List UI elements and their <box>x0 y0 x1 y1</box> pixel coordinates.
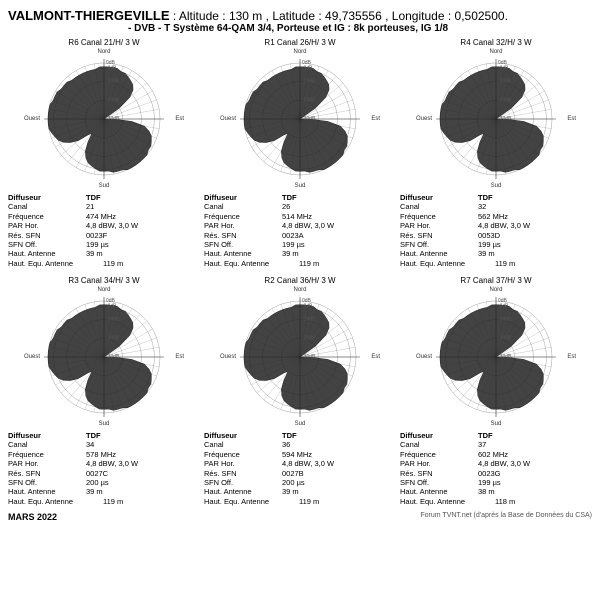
compass-w: Ouest <box>24 116 40 122</box>
svg-text:-10dB: -10dB <box>106 79 120 85</box>
compass-e: Est <box>567 354 576 360</box>
antenna-panel: R2 Canal 36/H/ 3 W Nord Sud Est Ouest -3… <box>204 276 396 506</box>
info-table: DiffuseurTDF Canal32 Fréquence562 MHz PA… <box>400 193 592 268</box>
compass-n: Nord <box>293 49 306 55</box>
panel-title: R3 Canal 34/H/ 3 W <box>68 276 139 285</box>
compass-e: Est <box>371 116 380 122</box>
svg-text:-3dB: -3dB <box>498 66 509 72</box>
antenna-panel: R1 Canal 26/H/ 3 W Nord Sud Est Ouest -3… <box>204 38 396 268</box>
title-line: VALMONT-THIERGEVILLE : Altitude : 130 m … <box>8 8 592 23</box>
panel-title: R2 Canal 36/H/ 3 W <box>264 276 335 285</box>
svg-text:-20dB: -20dB <box>106 335 120 341</box>
svg-text:0dB: 0dB <box>498 60 508 66</box>
svg-text:-3dB: -3dB <box>498 304 509 310</box>
svg-text:-20dB: -20dB <box>302 97 316 103</box>
compass-w: Ouest <box>416 354 432 360</box>
svg-text:0dB: 0dB <box>498 298 508 304</box>
polar-chart: Nord Sud Est Ouest -30dB -20dB -10dB -3dB0d… <box>220 49 380 189</box>
svg-text:-20dB: -20dB <box>106 97 120 103</box>
svg-text:-3dB: -3dB <box>106 304 117 310</box>
compass-n: Nord <box>489 49 502 55</box>
page-header: VALMONT-THIERGEVILLE : Altitude : 130 m … <box>8 8 592 34</box>
site-name: VALMONT-THIERGEVILLE <box>8 8 170 23</box>
compass-e: Est <box>371 354 380 360</box>
info-table: DiffuseurTDF Canal34 Fréquence578 MHz PA… <box>8 431 200 506</box>
compass-w: Ouest <box>220 354 236 360</box>
panel-title: R4 Canal 32/H/ 3 W <box>460 38 531 47</box>
footer: MARS 2022 Forum TVNT.net (d'après la Bas… <box>8 512 592 522</box>
info-table: DiffuseurTDF Canal36 Fréquence594 MHz PA… <box>204 431 396 506</box>
compass-w: Ouest <box>416 116 432 122</box>
compass-n: Nord <box>489 287 502 293</box>
polar-chart: Nord Sud Est Ouest -30dB -20dB -10dB -3dB0d… <box>24 49 184 189</box>
polar-chart: Nord Sud Est Ouest -30dB -20dB -10dB -3dB0d… <box>416 287 576 427</box>
compass-n: Nord <box>97 49 110 55</box>
polar-chart: Nord Sud Est Ouest -30dB -20dB -10dB -3dB0d… <box>220 287 380 427</box>
svg-text:-30dB: -30dB <box>498 116 512 122</box>
svg-text:-30dB: -30dB <box>302 116 316 122</box>
compass-n: Nord <box>293 287 306 293</box>
svg-text:0dB: 0dB <box>106 60 116 66</box>
svg-text:0dB: 0dB <box>302 298 312 304</box>
info-table: DiffuseurTDF Canal37 Fréquence602 MHz PA… <box>400 431 592 506</box>
compass-w: Ouest <box>24 354 40 360</box>
compass-s: Sud <box>295 421 306 427</box>
panel-title: R6 Canal 21/H/ 3 W <box>68 38 139 47</box>
system-line: - DVB - T Système 64-QAM 3/4, Porteuse e… <box>128 23 592 34</box>
panel-title: R1 Canal 26/H/ 3 W <box>264 38 335 47</box>
svg-text:-20dB: -20dB <box>302 335 316 341</box>
compass-s: Sud <box>99 421 110 427</box>
svg-text:-20dB: -20dB <box>498 335 512 341</box>
compass-e: Est <box>175 116 184 122</box>
panel-grid: R6 Canal 21/H/ 3 W Nord Sud Est Ouest -3… <box>8 38 592 506</box>
svg-text:-30dB: -30dB <box>302 354 316 360</box>
compass-s: Sud <box>491 183 502 189</box>
polar-chart: Nord Sud Est Ouest -30dB -20dB -10dB -3dB0d… <box>24 287 184 427</box>
svg-text:-10dB: -10dB <box>498 79 512 85</box>
compass-e: Est <box>175 354 184 360</box>
svg-text:-10dB: -10dB <box>302 79 316 85</box>
info-table: DiffuseurTDF Canal26 Fréquence514 MHz PA… <box>204 193 396 268</box>
panel-title: R7 Canal 37/H/ 3 W <box>460 276 531 285</box>
antenna-panel: R3 Canal 34/H/ 3 W Nord Sud Est Ouest -3… <box>8 276 200 506</box>
compass-w: Ouest <box>220 116 236 122</box>
compass-n: Nord <box>97 287 110 293</box>
compass-s: Sud <box>491 421 502 427</box>
svg-text:-30dB: -30dB <box>106 354 120 360</box>
svg-text:0dB: 0dB <box>106 298 116 304</box>
footer-credit: Forum TVNT.net (d'après la Base de Donné… <box>420 512 592 522</box>
compass-s: Sud <box>295 183 306 189</box>
svg-text:0dB: 0dB <box>302 60 312 66</box>
compass-s: Sud <box>99 183 110 189</box>
svg-text:-10dB: -10dB <box>302 317 316 323</box>
svg-text:-3dB: -3dB <box>302 66 313 72</box>
svg-text:-3dB: -3dB <box>302 304 313 310</box>
svg-text:-30dB: -30dB <box>106 116 120 122</box>
svg-text:-30dB: -30dB <box>498 354 512 360</box>
svg-text:-3dB: -3dB <box>106 66 117 72</box>
polar-chart: Nord Sud Est Ouest -30dB -20dB -10dB -3dB0d… <box>416 49 576 189</box>
svg-text:-20dB: -20dB <box>498 97 512 103</box>
svg-text:-10dB: -10dB <box>498 317 512 323</box>
svg-text:-10dB: -10dB <box>106 317 120 323</box>
antenna-panel: R6 Canal 21/H/ 3 W Nord Sud Est Ouest -3… <box>8 38 200 268</box>
antenna-panel: R7 Canal 37/H/ 3 W Nord Sud Est Ouest -3… <box>400 276 592 506</box>
footer-date: MARS 2022 <box>8 512 57 522</box>
compass-e: Est <box>567 116 576 122</box>
antenna-panel: R4 Canal 32/H/ 3 W Nord Sud Est Ouest -3… <box>400 38 592 268</box>
info-table: DiffuseurTDF Canal21 Fréquence474 MHz PA… <box>8 193 200 268</box>
